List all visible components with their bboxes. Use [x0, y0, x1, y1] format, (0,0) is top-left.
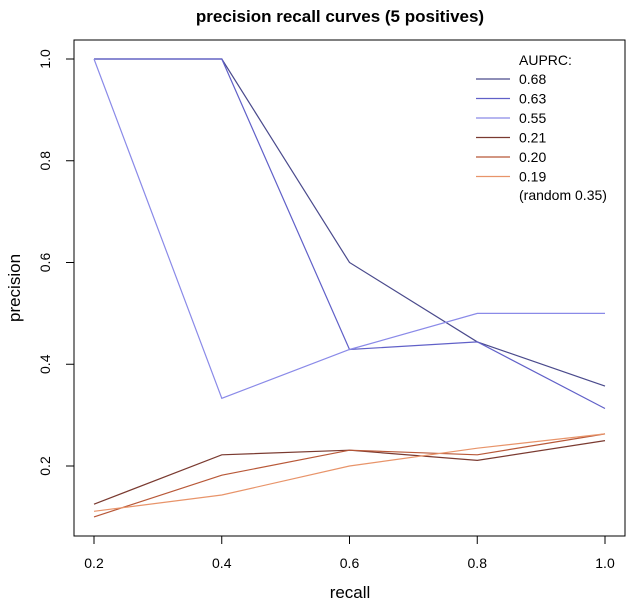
- series-line-0.55: [93, 58, 605, 400]
- series-layer: [93, 58, 606, 518]
- legend-footer: (random 0.35): [519, 187, 607, 203]
- y-axis: 0.2 0.4 0.6 0.8 1.0: [37, 49, 75, 476]
- legend-title: AUPRC:: [519, 52, 572, 68]
- legend: AUPRC: 0.68 0.63 0.55 0.21 0.20 0.19 (random …: [476, 52, 607, 203]
- y-tick-label: 0.8: [37, 151, 53, 171]
- x-tick-label: 1.0: [595, 555, 615, 571]
- legend-items: 0.68 0.63 0.55 0.21 0.20 0.19: [476, 71, 546, 185]
- legend-label: 0.68: [519, 71, 546, 87]
- series-line-0.68: [94, 58, 606, 387]
- legend-label: 0.19: [519, 169, 546, 185]
- legend-label: 0.63: [519, 91, 546, 107]
- x-tick-label: 0.8: [468, 555, 488, 571]
- series-line-0.19: [93, 433, 606, 512]
- x-tick-label: 0.2: [84, 555, 104, 571]
- y-tick-label: 0.6: [37, 253, 53, 273]
- legend-label: 0.55: [519, 110, 546, 126]
- x-tick-label: 0.6: [340, 555, 360, 571]
- y-tick-label: 1.0: [37, 49, 53, 69]
- y-tick-label: 0.2: [37, 456, 53, 476]
- legend-label: 0.21: [519, 130, 546, 146]
- series-line-0.20: [93, 433, 606, 518]
- legend-label: 0.20: [519, 149, 546, 165]
- chart-title: precision recall curves (5 positives): [196, 7, 484, 26]
- x-axis-label: recall: [330, 583, 371, 602]
- y-tick-label: 0.4: [37, 354, 53, 374]
- x-tick-label: 0.4: [212, 555, 232, 571]
- y-axis-label: precision: [5, 254, 24, 322]
- x-axis: 0.2 0.4 0.6 0.8 1.0: [84, 535, 615, 571]
